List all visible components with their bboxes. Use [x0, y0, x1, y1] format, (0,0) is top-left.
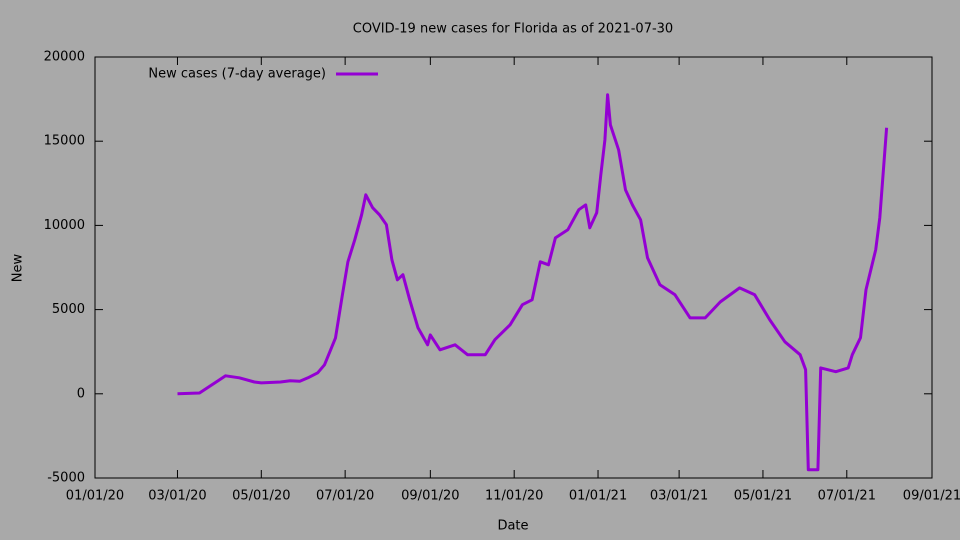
x-tick-label: 09/01/21: [903, 489, 960, 504]
y-tick-label: 5000: [52, 302, 85, 317]
chart-title: COVID-19 new cases for Florida as of 202…: [353, 22, 673, 37]
y-tick-label: 20000: [44, 50, 85, 65]
y-axis-label: New: [11, 253, 26, 282]
x-axis-label: Date: [497, 519, 528, 534]
plot-frame: [94, 56, 933, 479]
y-tick-label: 0: [77, 386, 85, 401]
x-tick-label: 03/01/21: [650, 489, 708, 504]
x-tick-label: 01/01/21: [569, 489, 627, 504]
x-tick-label: 07/01/21: [818, 489, 876, 504]
y-tick-label: -5000: [47, 471, 85, 486]
data-line: [177, 93, 889, 472]
x-tick-label: 09/01/20: [401, 489, 459, 504]
x-tick-label: 03/01/20: [148, 489, 206, 504]
x-tick-label: 05/01/20: [232, 489, 290, 504]
x-tick-label: 07/01/20: [316, 489, 374, 504]
y-tick-label: 10000: [44, 218, 85, 233]
legend-label: New cases (7-day average): [148, 67, 326, 82]
x-tick-label: 01/01/20: [66, 489, 124, 504]
y-tick-label: 15000: [44, 134, 85, 149]
x-tick-label: 05/01/21: [734, 489, 792, 504]
x-tick-label: 11/01/20: [485, 489, 543, 504]
